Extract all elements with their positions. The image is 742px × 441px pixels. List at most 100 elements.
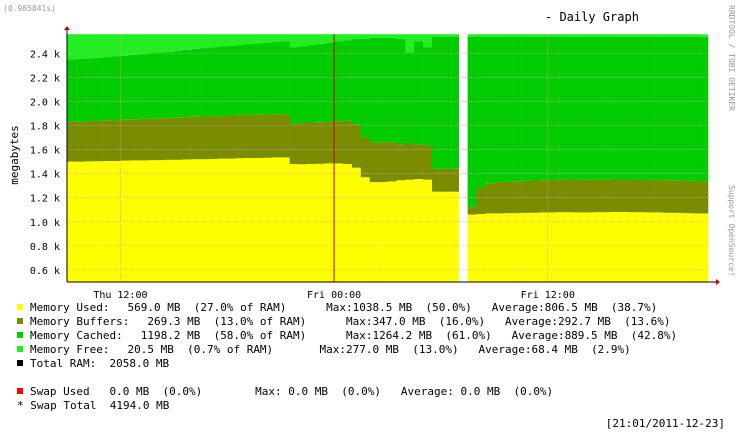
area-segment xyxy=(271,157,281,282)
area-segment xyxy=(351,167,362,282)
area-segment xyxy=(298,46,308,124)
area-segment xyxy=(690,34,700,37)
area-segment xyxy=(565,179,575,213)
area-segment xyxy=(191,159,201,282)
side-text: RRDTOOL / TOBI OETIKER xyxy=(727,5,736,111)
legend-entry: Memory Used: 569.0 MB (27.0% of RAM) Max:… xyxy=(30,301,657,314)
area-segment xyxy=(627,179,638,213)
area-segment xyxy=(182,159,192,282)
area-segment xyxy=(342,40,353,121)
area-segment xyxy=(182,34,192,50)
y-tick-label: 2.2 k xyxy=(30,73,60,84)
area-segment xyxy=(191,116,201,160)
area-segment xyxy=(556,36,566,180)
area-segment xyxy=(209,158,219,282)
area-segment xyxy=(156,52,166,119)
area-segment xyxy=(538,36,549,181)
area-segment xyxy=(307,122,317,165)
area-segment xyxy=(449,36,460,169)
area-segment xyxy=(102,161,112,282)
area-segment xyxy=(449,191,460,282)
area-segment xyxy=(601,36,611,180)
area-segment xyxy=(440,168,451,192)
area-segment xyxy=(690,180,700,214)
area-segment xyxy=(280,34,290,42)
area-segment xyxy=(547,36,557,180)
area-segment xyxy=(681,34,691,37)
runtime: (0.985841s) xyxy=(3,4,56,13)
area-segment xyxy=(618,34,629,37)
area-segment xyxy=(378,142,388,183)
area-segment xyxy=(360,39,370,138)
legend-stats: 1198.2 MB (58.0% of RAM) Max:1264.2 MB (… xyxy=(141,329,677,342)
area-segment xyxy=(369,34,379,38)
area-segment xyxy=(654,179,664,213)
area-segment xyxy=(342,164,353,282)
area-segment xyxy=(120,34,130,56)
area-segment xyxy=(369,182,379,282)
area-segment xyxy=(574,179,584,213)
area-segment xyxy=(512,181,522,214)
area-segment xyxy=(289,123,299,165)
area-segment xyxy=(93,34,103,58)
area-segment xyxy=(334,121,344,164)
area-segment xyxy=(227,115,237,159)
area-segment xyxy=(476,187,486,214)
side-text: Support OpenSource! xyxy=(727,185,736,277)
area-segment xyxy=(316,122,326,164)
area-segment xyxy=(253,34,264,44)
area-segment xyxy=(280,114,290,158)
area-segment xyxy=(503,213,513,282)
area-segment xyxy=(298,123,308,165)
legend-name: Memory Free: xyxy=(30,343,109,356)
area-segment xyxy=(503,34,513,37)
area-segment xyxy=(209,116,219,159)
area-segment xyxy=(93,120,103,162)
area-segment xyxy=(253,43,264,115)
area-segment xyxy=(289,34,299,48)
area-segment xyxy=(467,207,477,215)
area-segment xyxy=(334,41,344,122)
x-axis-arrow xyxy=(716,279,720,285)
area-segment xyxy=(529,180,540,213)
chart-title: - Daily Graph xyxy=(545,10,639,24)
area-segment xyxy=(529,212,540,282)
area-segment xyxy=(538,180,549,213)
y-tick-label: 1.8 k xyxy=(30,121,60,132)
area-segment xyxy=(627,34,638,37)
area-segment xyxy=(173,117,184,160)
x-tick-label: Fri 12:00 xyxy=(521,290,575,301)
area-segment xyxy=(262,157,273,282)
area-segment xyxy=(147,34,157,54)
legend-swatch xyxy=(17,388,23,394)
y-axis-label: megabytes xyxy=(8,125,21,185)
area-segment xyxy=(663,180,673,213)
x-tick-label: Thu 12:00 xyxy=(93,290,147,301)
area-segment xyxy=(129,54,139,120)
area-segment xyxy=(147,53,157,119)
area-segment xyxy=(699,213,709,282)
area-segment xyxy=(556,34,566,37)
area-segment xyxy=(396,39,406,145)
area-segment xyxy=(467,214,477,282)
y-tick-label: 0.6 k xyxy=(30,266,60,277)
area-segment xyxy=(538,212,549,282)
legend-entry: Memory Buffers: 269.3 MB (13.0% of RAM) M… xyxy=(30,315,671,328)
area-segment xyxy=(423,34,433,48)
area-segment xyxy=(93,57,103,121)
area-segment xyxy=(236,115,246,159)
legend-name: Memory Buffers: xyxy=(30,315,129,328)
area-segment xyxy=(67,121,77,162)
area-segment xyxy=(396,34,406,40)
area-segment xyxy=(334,163,344,282)
y-tick-label: 1.2 k xyxy=(30,194,60,205)
area-segment xyxy=(387,142,397,182)
area-segment xyxy=(129,34,139,55)
area-segment xyxy=(173,159,184,282)
area-segment xyxy=(200,48,210,117)
area-segment xyxy=(218,34,228,47)
area-segment xyxy=(440,36,451,169)
area-segment xyxy=(592,179,602,213)
area-segment xyxy=(147,118,157,161)
area-segment xyxy=(84,58,95,122)
